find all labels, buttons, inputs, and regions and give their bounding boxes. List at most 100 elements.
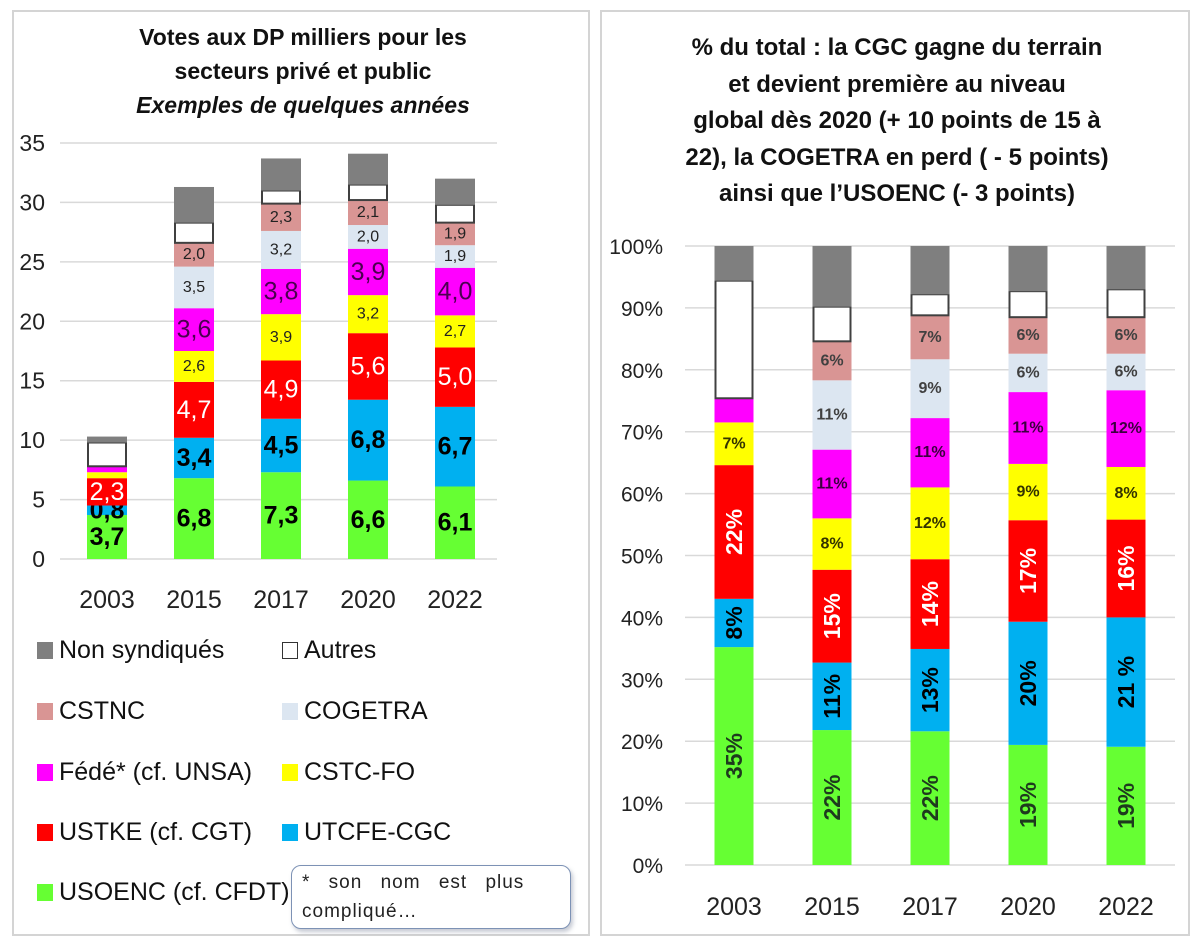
bar-segment-cogetra bbox=[348, 225, 388, 249]
bar-segment-cogetra bbox=[435, 245, 475, 268]
data-label: 3,7 bbox=[90, 523, 125, 551]
legend-label: CSTNC bbox=[59, 697, 146, 725]
bar-segment-cstc_fo bbox=[812, 518, 852, 570]
legend-item-fede: Fédé* (cf. UNSA) bbox=[37, 758, 252, 787]
x-tick-label: 2020 bbox=[1000, 893, 1056, 921]
bar-segment-cogetra bbox=[1008, 353, 1048, 393]
y-tick-label: 25 bbox=[19, 249, 45, 275]
bar-segment-autres bbox=[714, 279, 754, 400]
bar-segment-fede bbox=[174, 308, 214, 351]
data-label: 5,0 bbox=[438, 363, 473, 391]
data-label: 7% bbox=[722, 435, 745, 452]
bar-segment-cstnc bbox=[1106, 317, 1146, 354]
bar-segment-usoenc bbox=[87, 515, 127, 559]
bar-segment-usoenc bbox=[261, 472, 301, 559]
right-title-line-3: global dès 2020 (+ 10 points de 15 à bbox=[693, 107, 1101, 134]
bar-segment-autres bbox=[910, 293, 950, 317]
data-label: 11% bbox=[1012, 419, 1043, 436]
data-label: 3,9 bbox=[351, 258, 386, 286]
data-label: 2,6 bbox=[183, 358, 205, 375]
y-tick-label: 15 bbox=[19, 368, 45, 394]
right-title-line-2: et devient première au niveau bbox=[728, 70, 1066, 98]
bar-segment-usoenc bbox=[714, 647, 754, 865]
data-label: 6% bbox=[1114, 327, 1137, 344]
y-tick-label: 35 bbox=[19, 130, 45, 156]
bar-segment-usoenc bbox=[812, 730, 852, 865]
y-tick-label: 0 bbox=[32, 546, 45, 572]
data-label: 1,9 bbox=[444, 248, 466, 265]
legend-swatch-usoenc bbox=[37, 884, 53, 901]
bar-segment-fede bbox=[261, 268, 301, 315]
bar-segment-fede bbox=[1008, 392, 1048, 464]
bar-segment-usoenc bbox=[174, 478, 214, 559]
data-label: 4,0 bbox=[438, 278, 473, 306]
legend-label: CSTC-FO bbox=[304, 758, 416, 786]
legend-label: Autres bbox=[304, 636, 377, 664]
bar-segment-utcfe_cgc bbox=[910, 648, 950, 732]
legend-label: USOENC (cf. CFDT) bbox=[59, 878, 290, 906]
data-label: 3,9 bbox=[270, 329, 292, 346]
footnote-callout: * son nom est plus compliqué… bbox=[291, 865, 571, 929]
bar-segment-cstc_fo bbox=[435, 315, 475, 348]
data-label: 21 % bbox=[1113, 656, 1139, 708]
x-tick-label: 2022 bbox=[1098, 893, 1154, 921]
y-tick-label: 20% bbox=[621, 731, 663, 754]
data-label: 6% bbox=[1016, 364, 1039, 381]
legend-label: Non syndiqués bbox=[59, 636, 225, 664]
y-tick-label: 80% bbox=[621, 360, 663, 383]
data-label: 8% bbox=[820, 536, 843, 553]
y-tick-label: 5 bbox=[32, 487, 45, 513]
data-label: 20% bbox=[1015, 660, 1041, 706]
bar-segment-ustke bbox=[261, 360, 301, 419]
data-label: 6% bbox=[820, 352, 843, 369]
bar-segment-utcfe_cgc bbox=[1008, 621, 1048, 745]
bar-segment-ustke bbox=[812, 569, 852, 663]
y-tick-label: 50% bbox=[621, 546, 663, 569]
data-label: 6,6 bbox=[351, 506, 386, 534]
legend-item-usoenc: USOENC (cf. CFDT) bbox=[37, 878, 290, 907]
x-tick-label: 2017 bbox=[253, 586, 309, 614]
data-label: 2,1 bbox=[357, 204, 379, 221]
left-chart-subtitle: Exemples de quelques années bbox=[136, 92, 470, 118]
bar-segment-fede bbox=[812, 449, 852, 519]
legend-item-cstc_fo: CSTC-FO bbox=[282, 758, 415, 787]
bar-segment-usoenc bbox=[1106, 746, 1146, 865]
y-tick-label: 20 bbox=[19, 308, 45, 334]
data-label: 12% bbox=[914, 515, 946, 532]
y-tick-label: 30 bbox=[19, 189, 45, 215]
legend-label: COGETRA bbox=[304, 697, 428, 725]
left-title-line-2: secteurs privé et public bbox=[174, 58, 432, 84]
legend-label: UTCFE-CGC bbox=[304, 818, 452, 846]
data-label: 5,6 bbox=[351, 352, 386, 380]
bar-segment-fede bbox=[435, 267, 475, 316]
bar-segment-non_syndiques bbox=[174, 186, 214, 223]
data-label: 6,7 bbox=[438, 433, 473, 461]
bar-segment-fede bbox=[348, 248, 388, 296]
y-tick-label: 10% bbox=[621, 793, 663, 816]
data-label: 2,3 bbox=[90, 478, 125, 506]
x-tick-label: 2017 bbox=[902, 893, 958, 921]
bar-segment-ustke bbox=[714, 465, 754, 599]
bar-segment-cstnc bbox=[261, 203, 301, 231]
y-tick-label: 60% bbox=[621, 484, 663, 507]
bar-segment-non_syndiques bbox=[87, 436, 127, 443]
data-label: 6% bbox=[1114, 363, 1137, 380]
data-label: 35% bbox=[721, 733, 747, 779]
bar-segment-usoenc bbox=[1008, 744, 1048, 865]
legend-label: Fédé* (cf. UNSA) bbox=[59, 758, 253, 786]
bar-segment-non_syndiques bbox=[1106, 246, 1146, 290]
bar-segment-cstnc bbox=[174, 242, 214, 267]
legend-swatch-ustke bbox=[37, 824, 53, 841]
bar-segment-ustke bbox=[1106, 519, 1146, 618]
data-label: 3,4 bbox=[177, 444, 212, 472]
bar-segment-usoenc bbox=[910, 731, 950, 865]
data-label: 2,0 bbox=[183, 246, 205, 263]
bar-segment-cogetra bbox=[910, 359, 950, 419]
data-label: 6,8 bbox=[177, 505, 212, 533]
bar-segment-usoenc bbox=[348, 480, 388, 559]
bar-segment-autres bbox=[812, 305, 852, 343]
legend-item-cstnc: CSTNC bbox=[37, 697, 145, 726]
y-tick-label: 70% bbox=[621, 422, 663, 445]
data-label: 3,8 bbox=[264, 278, 299, 306]
